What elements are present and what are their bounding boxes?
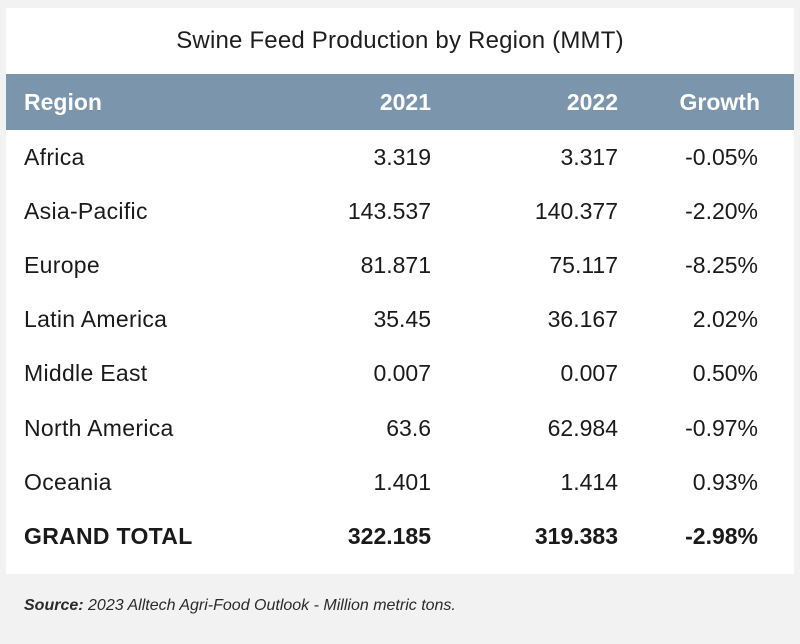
cell-2022: 62.984 bbox=[547, 414, 618, 441]
cell-2022: 36.167 bbox=[547, 306, 618, 333]
table-row: North America 63.6 62.984 -0.97% bbox=[6, 401, 794, 455]
header-region: Region bbox=[24, 88, 102, 115]
header-row: Region 2021 2022 Growth bbox=[6, 74, 794, 130]
cell-region: Oceania bbox=[24, 468, 112, 495]
cell-growth: -2.20% bbox=[685, 197, 758, 224]
table-row: Latin America 35.45 36.167 2.02% bbox=[6, 293, 794, 347]
cell-growth: 0.50% bbox=[692, 360, 758, 387]
cell-region: Asia-Pacific bbox=[24, 197, 148, 224]
cell-region: Latin America bbox=[24, 306, 168, 333]
total-2021: 322.185 bbox=[347, 522, 431, 549]
production-table: Region 2021 2022 Growth Africa 3.319 3.3… bbox=[6, 74, 794, 564]
table-card: Swine Feed Production by Region (MMT) Re… bbox=[6, 8, 794, 574]
table-row: Oceania 1.401 1.414 0.93% bbox=[6, 455, 794, 509]
cell-growth: -0.05% bbox=[685, 143, 758, 170]
cell-growth: 0.93% bbox=[692, 468, 758, 495]
cell-2022: 0.007 bbox=[560, 360, 618, 387]
cell-2022: 75.117 bbox=[549, 251, 618, 278]
cell-growth: 2.02% bbox=[692, 306, 758, 333]
cell-2021: 3.319 bbox=[373, 143, 431, 170]
table-row: Middle East 0.007 0.007 0.50% bbox=[6, 347, 794, 401]
total-growth: -2.98% bbox=[685, 522, 758, 549]
cell-2021: 0.007 bbox=[373, 360, 431, 387]
cell-region: North America bbox=[24, 414, 174, 441]
header-2022: 2022 bbox=[566, 88, 618, 115]
source-text: 2023 Alltech Agri-Food Outlook - Million… bbox=[83, 597, 456, 614]
cell-growth: -8.25% bbox=[685, 251, 758, 278]
table-row: Europe 81.871 75.117 -8.25% bbox=[6, 238, 794, 292]
header-growth: Growth bbox=[679, 88, 761, 115]
cell-growth: -0.97% bbox=[685, 414, 758, 441]
cell-2021: 63.6 bbox=[386, 414, 431, 441]
table-row: Asia-Pacific 143.537 140.377 -2.20% bbox=[6, 184, 794, 238]
cell-2022: 3.317 bbox=[560, 143, 618, 170]
header-2021: 2021 bbox=[379, 88, 431, 115]
cell-2021: 1.401 bbox=[373, 468, 431, 495]
cell-2021: 143.537 bbox=[347, 197, 431, 224]
cell-region: Europe bbox=[24, 251, 100, 278]
cell-2022: 140.377 bbox=[534, 197, 618, 224]
source-note: Source: 2023 Alltech Agri-Food Outlook -… bbox=[24, 597, 456, 615]
cell-region: Middle East bbox=[24, 360, 148, 387]
total-label: GRAND TOTAL bbox=[24, 522, 193, 549]
cell-2021: 81.871 bbox=[360, 251, 431, 278]
total-row: GRAND TOTAL 322.185 319.383 -2.98% bbox=[6, 509, 794, 563]
table-title: Swine Feed Production by Region (MMT) bbox=[176, 27, 624, 54]
total-2022: 319.383 bbox=[534, 522, 618, 549]
cell-region: Africa bbox=[24, 143, 85, 170]
table-row: Africa 3.319 3.317 -0.05% bbox=[6, 130, 794, 184]
cell-2022: 1.414 bbox=[560, 468, 618, 495]
cell-2021: 35.45 bbox=[373, 306, 431, 333]
source-label: Source: bbox=[24, 597, 84, 614]
